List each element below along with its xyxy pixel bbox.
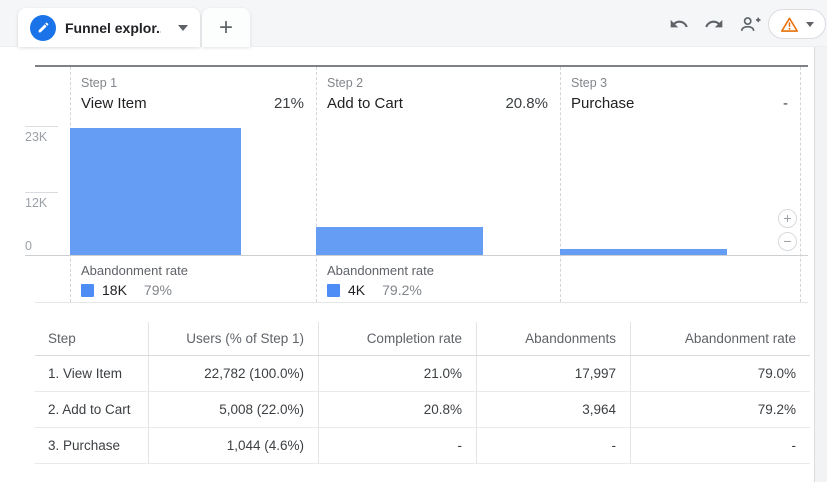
funnel-chart: Step 1 View Item 21% Step 2 Add to Cart …	[25, 65, 808, 303]
table-row: 3. Purchase 1,044 (4.6%) - - -	[35, 428, 810, 464]
zoom-out-button[interactable]: −	[778, 232, 797, 251]
step-header-2: Step 2 Add to Cart 20.8%	[316, 67, 560, 122]
abandonment-rate-label: Abandonment rate	[81, 263, 188, 278]
tab-label: Funnel explor...	[65, 19, 161, 36]
cell-step: 3. Purchase	[48, 438, 121, 453]
undo-icon	[670, 19, 688, 28]
step-header-1: Step 1 View Item 21%	[70, 67, 316, 122]
funnel-bar-view-item[interactable]	[70, 128, 241, 255]
header-abandonment-rate: Abandonment rate	[630, 322, 810, 355]
funnel-bar-add-to-cart[interactable]	[316, 227, 483, 255]
header-step: Step	[48, 331, 76, 346]
cell-abandonments: 3,964	[476, 392, 630, 427]
new-tab-button[interactable]: +	[202, 8, 250, 47]
header-completion-rate: Completion rate	[318, 322, 476, 355]
cell-abandonment-rate: -	[630, 428, 810, 463]
y-axis-label: 23K	[25, 130, 48, 144]
chevron-down-icon[interactable]	[178, 24, 188, 31]
abandonment-rate-value: 79.2%	[382, 282, 422, 298]
vertical-scrollbar[interactable]	[814, 47, 827, 482]
legend-square-icon	[327, 283, 340, 297]
abandonment-cell-2: Abandonment rate 4K 79.2%	[316, 256, 560, 302]
step-completion-rate: 21%	[273, 95, 304, 112]
legend-square-icon	[81, 283, 94, 297]
cell-abandonments: -	[476, 428, 630, 463]
tab-bar: Funnel explor... +	[0, 0, 827, 47]
plus-icon: +	[218, 13, 233, 41]
table-row: 2. Add to Cart 5,008 (22.0%) 20.8% 3,964…	[35, 392, 810, 428]
cell-completion-rate: 20.8%	[318, 392, 476, 427]
dashed-divider	[316, 67, 317, 302]
abandonment-users: 18K	[102, 282, 127, 298]
edit-badge	[30, 14, 56, 41]
step-name: View Item	[81, 95, 147, 112]
person-add-icon	[740, 17, 761, 31]
redo-icon	[705, 19, 723, 28]
abandonment-rate-value: 79%	[143, 282, 172, 298]
table-row: 1. View Item 22,782 (100.0%) 21.0% 17,99…	[35, 356, 810, 392]
y-axis-tick	[25, 192, 58, 193]
step-completion-rate: 20.8%	[505, 95, 548, 112]
abandonment-rate-label: Abandonment rate	[327, 263, 434, 278]
section-divider	[35, 302, 808, 303]
pencil-icon	[38, 22, 48, 33]
warning-button[interactable]	[768, 9, 826, 39]
dashed-divider	[800, 67, 801, 302]
y-axis-tick	[25, 126, 58, 127]
y-axis-label: 0	[25, 239, 32, 253]
zoom-in-button[interactable]: +	[778, 209, 797, 228]
share-button[interactable]	[738, 13, 762, 35]
funnel-bar-purchase[interactable]	[560, 249, 727, 255]
cell-users: 1,044 (4.6%)	[148, 428, 318, 463]
table-header-row: Step Users (% of Step 1) Completion rate…	[35, 322, 810, 356]
funnel-table: Step Users (% of Step 1) Completion rate…	[35, 322, 810, 464]
x-axis-baseline	[25, 255, 808, 256]
cell-users: 22,782 (100.0%)	[148, 356, 318, 391]
cell-completion-rate: 21.0%	[318, 356, 476, 391]
step-header-3: Step 3 Purchase -	[560, 67, 800, 122]
cell-abandonments: 17,997	[476, 356, 630, 391]
cell-users: 5,008 (22.0%)	[148, 392, 318, 427]
header-abandonments: Abandonments	[476, 322, 630, 355]
cell-abandonment-rate: 79.2%	[630, 392, 810, 427]
header-users: Users (% of Step 1)	[148, 322, 318, 355]
chevron-down-icon	[806, 21, 814, 27]
cell-step: 2. Add to Cart	[48, 402, 131, 417]
step-number-label: Step 3	[571, 76, 608, 90]
redo-button[interactable]	[703, 13, 725, 35]
cell-step: 1. View Item	[48, 366, 123, 381]
y-axis-label: 12K	[25, 196, 48, 210]
undo-button[interactable]	[668, 13, 690, 35]
tab-funnel-exploration[interactable]: Funnel explor...	[18, 8, 200, 47]
abandonment-cell-1: Abandonment rate 18K 79%	[70, 256, 316, 302]
step-number-label: Step 2	[327, 76, 364, 90]
step-number-label: Step 1	[81, 76, 118, 90]
step-completion-rate: -	[783, 95, 788, 112]
step-name: Purchase	[571, 95, 635, 112]
cell-abandonment-rate: 79.0%	[630, 356, 810, 391]
cell-completion-rate: -	[318, 428, 476, 463]
step-name: Add to Cart	[327, 95, 403, 112]
dashed-divider	[560, 67, 561, 302]
warning-icon	[781, 17, 798, 32]
abandonment-users: 4K	[348, 282, 366, 298]
